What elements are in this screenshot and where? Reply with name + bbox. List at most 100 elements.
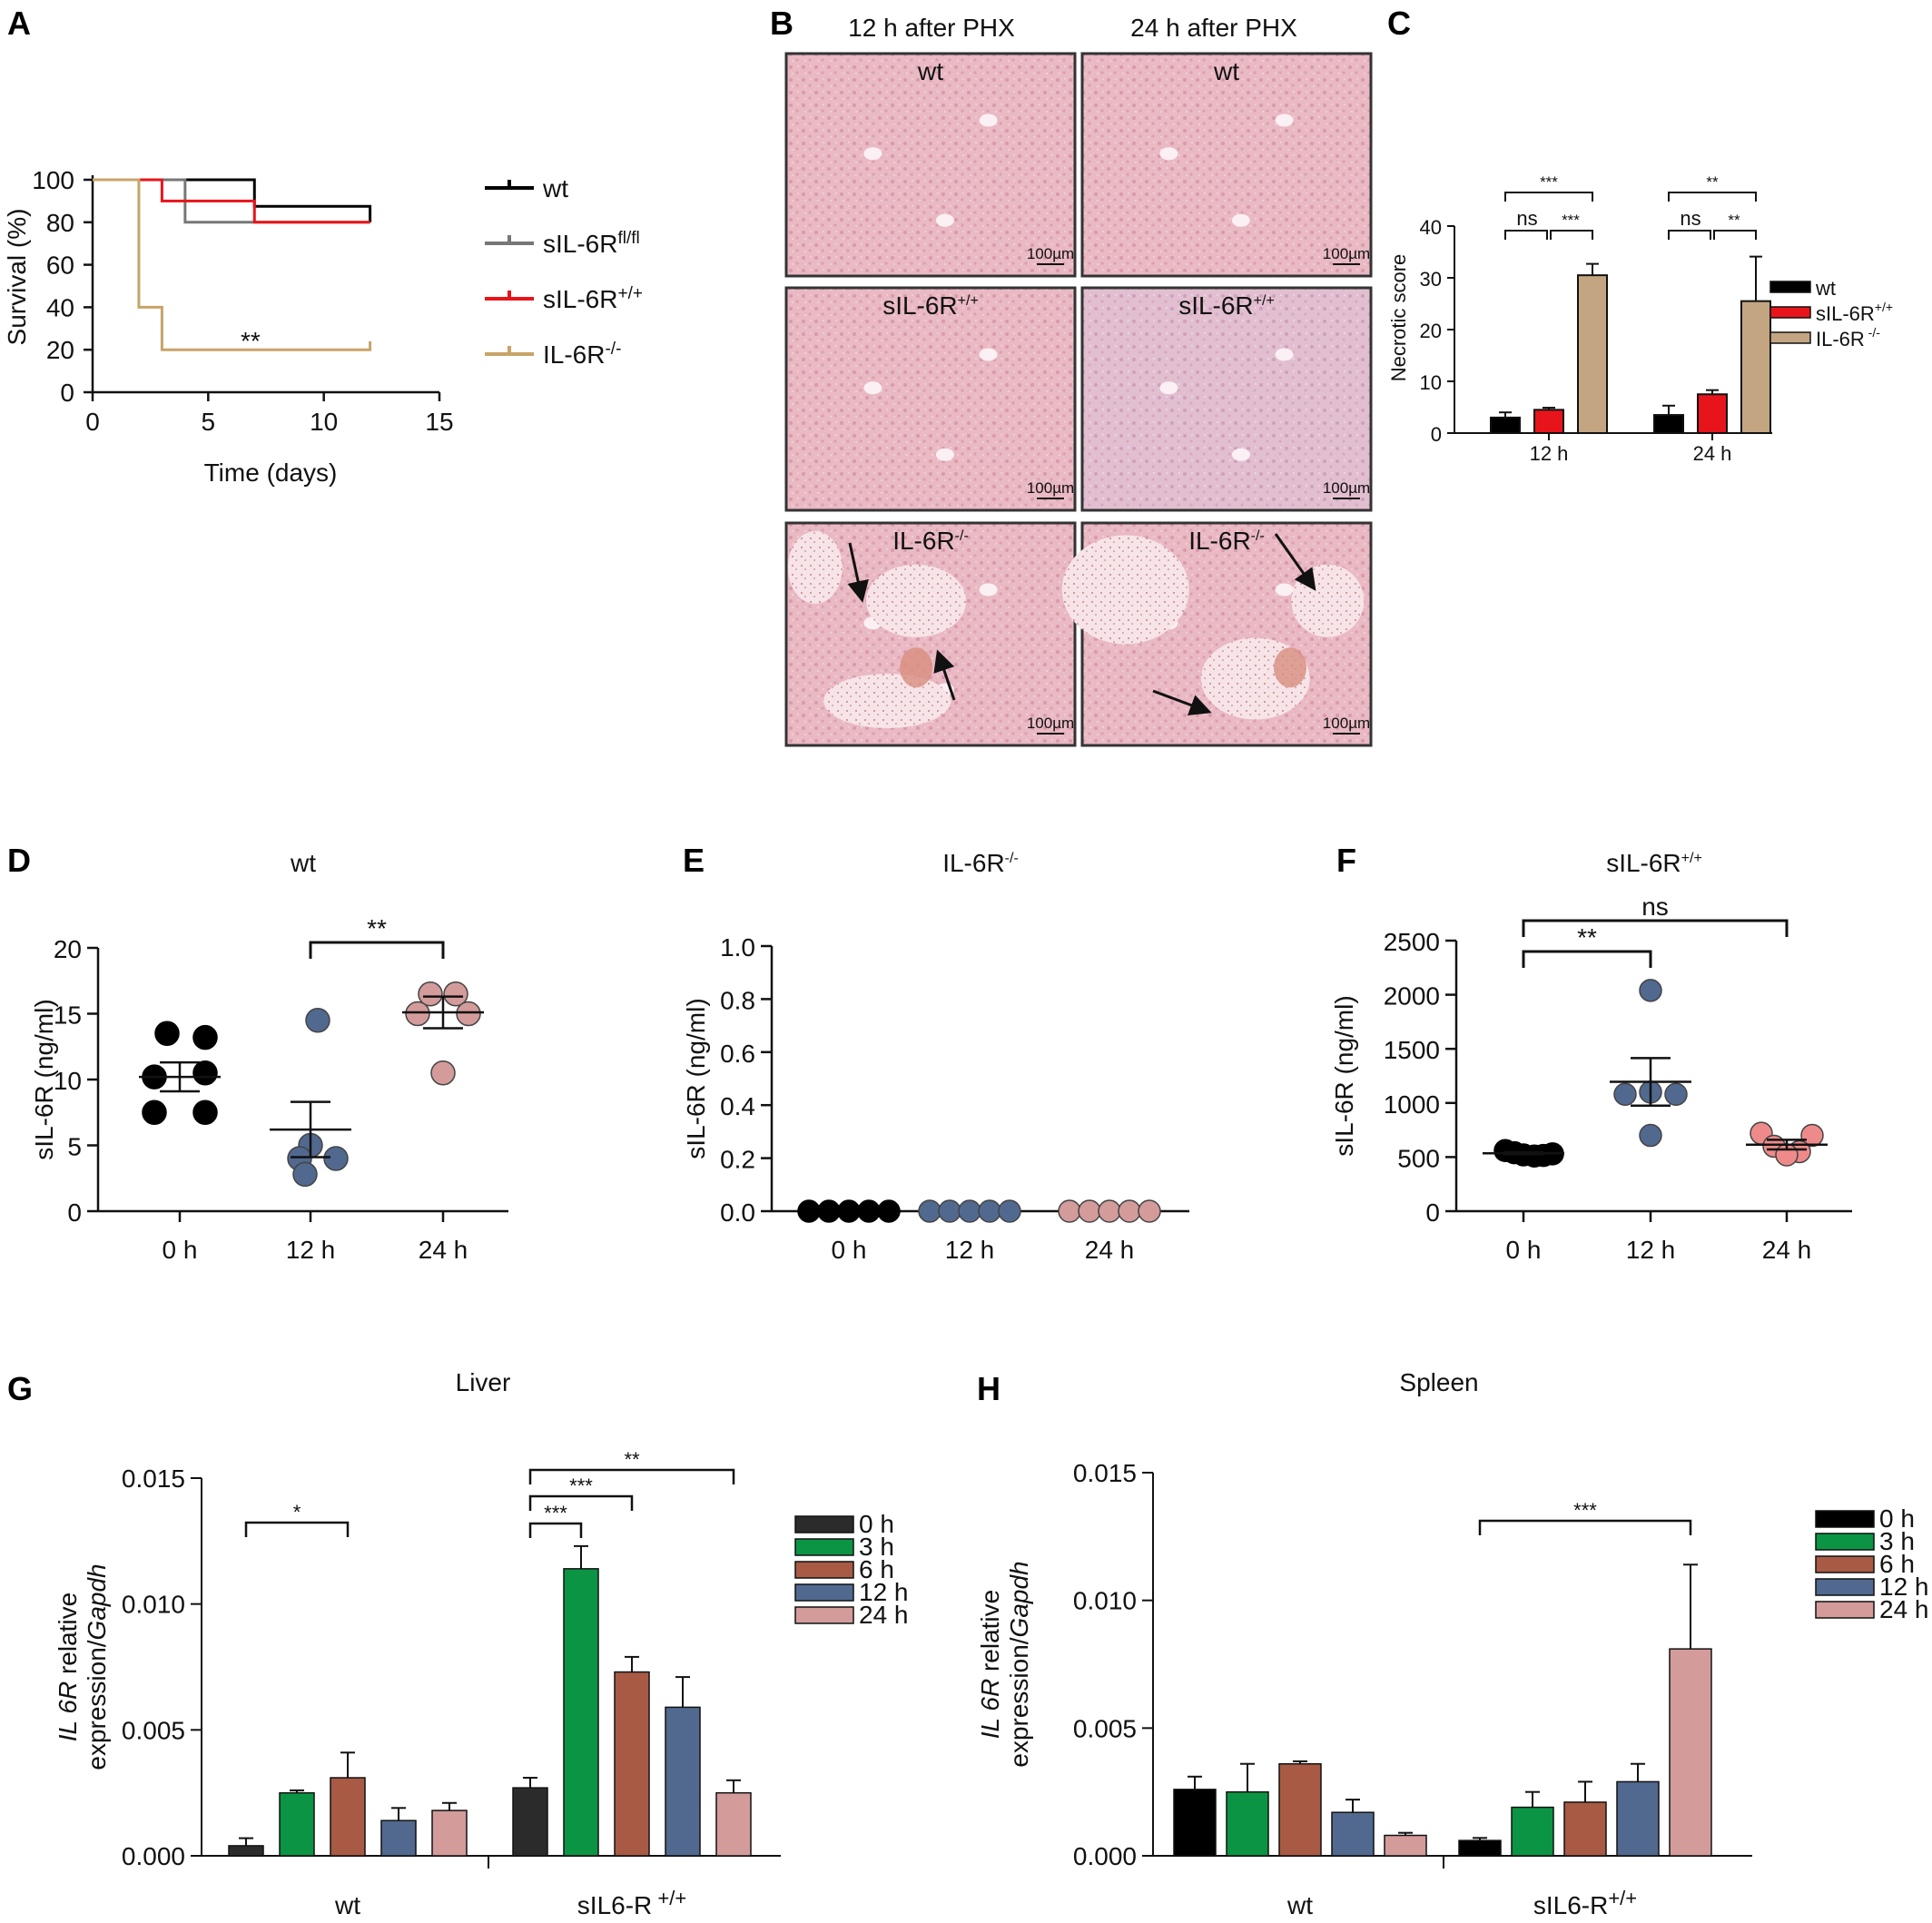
y-tick-label: 5 bbox=[67, 1133, 82, 1161]
vessel-shape bbox=[1275, 583, 1294, 597]
legend-swatch bbox=[1815, 1601, 1875, 1619]
y-tick-label: 0.8 bbox=[720, 986, 755, 1014]
histology-image: sIL-6R+/+ 100µm bbox=[1080, 286, 1373, 512]
expression-bar bbox=[715, 1791, 752, 1857]
vessel-shape bbox=[1159, 147, 1178, 161]
data-point bbox=[958, 1199, 981, 1223]
sig-label: ** bbox=[624, 1448, 640, 1471]
legend-swatch bbox=[1769, 281, 1811, 293]
data-point bbox=[877, 1199, 901, 1223]
panel-g: G Liver 0.000 0.005 0.010 0.015 IL 6R relati… bbox=[7, 1368, 909, 1919]
survival-curves bbox=[93, 178, 372, 351]
sil6r-tg-scatter: sIL-6R+/+ 0 500 1000 1500 2000 2500 sIL-6R (ng/… bbox=[1330, 849, 1852, 1264]
necrotic-bar bbox=[1697, 393, 1728, 434]
x-tick-label: 24 h bbox=[1693, 442, 1732, 465]
panel-label-a: A bbox=[7, 5, 31, 42]
legend-label: 24 h bbox=[1879, 1595, 1929, 1623]
sig-bracket bbox=[1713, 230, 1757, 240]
scale-bar-label: 100µm bbox=[1323, 245, 1370, 262]
y-tick-label: 0.015 bbox=[122, 1464, 185, 1493]
legend-swatch bbox=[1815, 1510, 1875, 1528]
expression-bar bbox=[1616, 1780, 1660, 1857]
y-tick-label: 10 bbox=[54, 1067, 82, 1095]
expression-bar bbox=[563, 1568, 599, 1857]
sig-bracket bbox=[528, 1468, 735, 1484]
vessel-shape bbox=[863, 381, 882, 395]
data-point bbox=[192, 1024, 218, 1050]
survival-curve-2 bbox=[93, 178, 370, 224]
legend-label: wt bbox=[542, 174, 568, 202]
necrotic-zone bbox=[1061, 535, 1189, 645]
expression-bar bbox=[228, 1845, 264, 1857]
panel-a: A 0 20 40 60 80 100 0 5 10 15 ** Time (days) Surv… bbox=[3, 5, 643, 487]
data-point bbox=[418, 981, 443, 1007]
y-tick-label: 0.005 bbox=[122, 1716, 185, 1744]
scatter-title: IL-6R-/- bbox=[942, 849, 1019, 877]
survival-y-label: Survival (%) bbox=[3, 209, 31, 346]
x-tick-label: 10 bbox=[310, 408, 338, 436]
x-tick-label: 12 h bbox=[1626, 1236, 1676, 1264]
data-point bbox=[1118, 1199, 1141, 1223]
data-point bbox=[443, 981, 468, 1007]
data-point bbox=[1639, 1123, 1662, 1148]
wt-sil6r-scatter: wt 0 5 10 15 20 sIL-6R (ng/ml) 0 h 12 h 24 h ** bbox=[30, 849, 508, 1264]
necrotic-bar bbox=[1740, 300, 1771, 434]
vessel-shape bbox=[979, 113, 998, 127]
data-point bbox=[154, 1021, 180, 1046]
data-point bbox=[1058, 1199, 1081, 1223]
y-tick-label: 0.000 bbox=[122, 1842, 185, 1870]
vessel-shape bbox=[1275, 113, 1294, 127]
panel-label-b: B bbox=[770, 5, 794, 42]
legend-label: 3 h bbox=[859, 1533, 894, 1561]
il6r-ko-sil6r-scatter: IL-6R-/- 0.0 0.2 0.4 0.6 0.8 1.0 sIL-6R (ng/ml)… bbox=[682, 849, 1189, 1264]
vessel-shape bbox=[979, 583, 998, 597]
y-axis-label: sIL-6R (ng/ml) bbox=[1330, 995, 1358, 1156]
data-point bbox=[405, 1001, 430, 1027]
histology-row-label: sIL-6R+/+ bbox=[882, 291, 979, 320]
y-tick-label: 10 bbox=[1420, 371, 1442, 394]
x-tick-label: 0 h bbox=[163, 1236, 198, 1264]
y-tick-label: 0.6 bbox=[720, 1040, 755, 1068]
panel-f: F sIL-6R+/+ 0 500 1000 1500 2000 2500 sIL-6R (n… bbox=[1330, 842, 1852, 1264]
scale-bar-label: 100µm bbox=[1323, 715, 1370, 732]
histology-row-label: wt bbox=[917, 57, 943, 85]
data-point bbox=[305, 1008, 330, 1033]
y-tick-label: 0 bbox=[1425, 1198, 1440, 1227]
data-point bbox=[430, 1060, 456, 1086]
necrosis-arrow bbox=[1274, 533, 1316, 591]
sig-bracket bbox=[1522, 919, 1789, 937]
x-tick-label: 15 bbox=[425, 408, 453, 436]
expression-bar bbox=[1278, 1762, 1322, 1857]
group-label: sIL6-R+/+ bbox=[1533, 1887, 1637, 1919]
expression-bar bbox=[1669, 1648, 1712, 1857]
vessel-shape bbox=[863, 147, 882, 161]
y-tick-label: 40 bbox=[46, 293, 74, 321]
expression-bar bbox=[1511, 1806, 1554, 1857]
group-label: wt bbox=[1286, 1891, 1313, 1919]
y-tick-label: 0.4 bbox=[720, 1092, 755, 1120]
sig-label: * bbox=[293, 1501, 301, 1524]
legend-label: 0 h bbox=[859, 1510, 894, 1538]
legend-label: 3 h bbox=[1879, 1527, 1915, 1555]
y-axis-label: IL 6R relative bbox=[54, 1593, 82, 1741]
y-tick-label: 0.015 bbox=[1073, 1459, 1137, 1487]
legend-label: IL-6R -/- bbox=[1816, 325, 1880, 350]
legend-swatch bbox=[1769, 306, 1811, 319]
necrotic-bar bbox=[1577, 274, 1608, 434]
sig-label: ** bbox=[367, 914, 387, 942]
necrosis-arrow bbox=[1152, 689, 1212, 715]
data-point bbox=[456, 1001, 481, 1027]
panel-label-d: D bbox=[7, 842, 31, 879]
expression-bar bbox=[512, 1787, 548, 1857]
histology-tile bbox=[784, 286, 1077, 512]
legend-label: wt bbox=[1815, 277, 1836, 300]
y-tick-label: 40 bbox=[1420, 216, 1442, 239]
histology-col-header-24h: 24 h after PHX bbox=[1130, 14, 1297, 42]
x-tick-label: 12 h bbox=[286, 1236, 336, 1264]
data-point bbox=[1098, 1199, 1121, 1223]
data-point bbox=[1613, 1082, 1637, 1107]
sig-label: *** bbox=[1573, 1499, 1597, 1522]
legend-swatch bbox=[794, 1583, 854, 1602]
